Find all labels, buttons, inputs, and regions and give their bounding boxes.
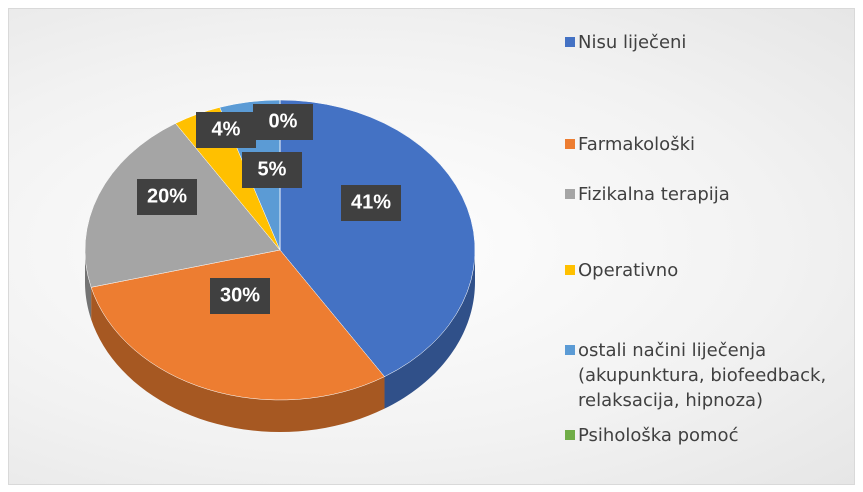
data-label: 41% — [351, 191, 391, 213]
legend-label: Farmakološki — [578, 134, 695, 155]
data-label: 4% — [212, 118, 241, 140]
data-label-box — [137, 179, 197, 215]
legend-item: ostali načini liječenja (akupunktura, bi… — [565, 338, 863, 413]
slice-side — [85, 250, 92, 320]
slice-side — [384, 250, 475, 409]
legend-swatch — [565, 139, 575, 149]
data-label-box — [210, 278, 270, 314]
legend-label: Nisu liječeni — [578, 32, 687, 53]
legend-label: Psihološka pomoć — [578, 425, 739, 446]
legend-label: ostali načini liječenja (akupunktura, bi… — [578, 340, 827, 411]
legend-swatch — [565, 265, 575, 275]
data-label: 5% — [258, 158, 287, 180]
data-label-box — [341, 185, 401, 221]
legend-swatch — [565, 189, 575, 199]
data-label-box — [196, 112, 256, 148]
slice-side — [91, 287, 385, 432]
data-label-box — [253, 104, 313, 140]
legend-swatch — [565, 37, 575, 47]
data-label: 30% — [220, 284, 260, 306]
legend-item: Farmakološki — [565, 132, 863, 157]
legend-item: Psihološka pomoć — [565, 423, 863, 448]
slice — [279, 99, 476, 377]
data-label: 0% — [269, 110, 298, 132]
slice — [90, 249, 385, 401]
legend-item: Fizikalna terapija — [565, 182, 863, 207]
legend-item: Operativno — [565, 258, 863, 283]
data-label: 20% — [147, 185, 187, 207]
legend-swatch — [565, 430, 575, 440]
legend-swatch — [565, 345, 575, 355]
legend-label: Fizikalna terapija — [578, 184, 730, 205]
legend-label: Operativno — [578, 260, 679, 281]
legend-item: Nisu liječeni — [565, 30, 863, 55]
data-label-box — [242, 152, 302, 188]
